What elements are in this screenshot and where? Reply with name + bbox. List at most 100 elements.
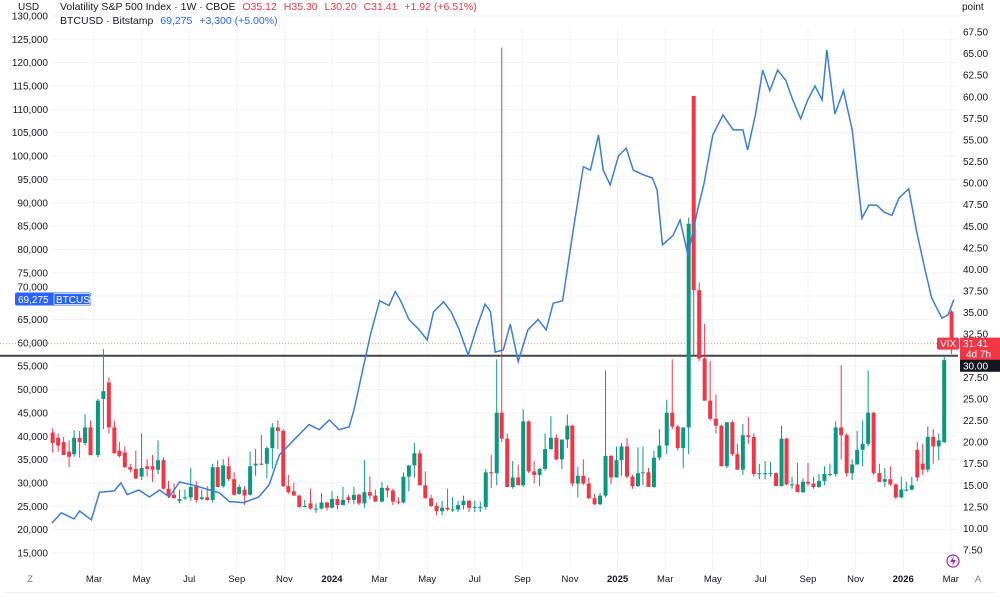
vix-candle: [112, 420, 117, 454]
candle-body: [264, 448, 269, 464]
vix-candle: [335, 495, 340, 510]
candle-body: [128, 467, 133, 470]
right-axis-unit: point: [962, 2, 984, 13]
vix-candle: [302, 499, 307, 508]
candle-body: [139, 467, 144, 477]
lightning-button[interactable]: [946, 554, 960, 568]
candle-body: [740, 435, 745, 470]
candle-body: [215, 467, 220, 487]
left-axis-tick: 90,000: [17, 198, 48, 209]
vix-candle: [603, 370, 608, 498]
candle-body: [314, 508, 319, 510]
vix-candle: [139, 433, 144, 481]
x-axis-tick: Mar: [657, 574, 673, 585]
candle-body: [362, 492, 367, 504]
candle-body: [275, 427, 280, 431]
vix-candle: [839, 365, 844, 460]
candle-body: [915, 449, 920, 478]
vix-candle: [554, 434, 559, 461]
right-axis-tick: 55.00: [963, 135, 988, 146]
candle-body: [526, 421, 531, 472]
candle-body: [242, 489, 247, 496]
vix-candle: [784, 437, 789, 486]
candle-body: [949, 311, 954, 344]
x-axis-tick: May: [418, 574, 436, 585]
left-axis-tick: 35,000: [17, 455, 48, 466]
candle-body: [586, 483, 591, 499]
candle-body: [877, 473, 882, 482]
candle-body: [510, 477, 515, 487]
candle-body: [161, 460, 166, 489]
vix-candle: [779, 425, 784, 487]
candle-body: [133, 468, 138, 479]
vix-candle: [56, 433, 61, 452]
vix-candle: [757, 463, 762, 480]
candle-body: [882, 479, 887, 482]
candle-body: [172, 494, 177, 499]
vix-tag-label: VIX: [940, 339, 956, 350]
vix-candle: [161, 457, 166, 490]
candle-body: [925, 436, 930, 470]
x-axis-tick: Mar: [371, 574, 387, 585]
left-axis-tick: 20,000: [17, 525, 48, 536]
vix-candle: [592, 493, 597, 506]
vix-candle: [308, 488, 313, 510]
vix-candle: [324, 501, 329, 511]
candle-body: [713, 418, 718, 426]
left-axis-tick: 45,000: [17, 408, 48, 419]
candle-body: [664, 412, 669, 446]
right-axis-tick: 12.50: [963, 502, 988, 513]
vix-candle: [651, 450, 656, 488]
vix-candle: [270, 423, 275, 469]
candle-body: [499, 412, 504, 439]
auto-scale-button[interactable]: A: [975, 574, 982, 585]
vix-candle: [286, 474, 291, 494]
vix-candle: [521, 409, 526, 487]
candle-body: [850, 464, 855, 474]
candle-body: [302, 505, 307, 507]
right-axis-tick: 57.50: [963, 114, 988, 125]
candle-body: [635, 473, 640, 487]
candle-body: [888, 479, 893, 485]
candle-body: [412, 453, 417, 466]
vix-candle: [128, 463, 133, 473]
vix-candle: [822, 466, 827, 486]
vix-candle: [920, 443, 925, 475]
candle-body: [839, 427, 844, 436]
vix-candle: [145, 459, 150, 477]
left-axis-tick: 30,000: [17, 478, 48, 489]
vix-candle: [640, 446, 645, 486]
vix-candle: [548, 416, 553, 450]
vix-candle: [614, 446, 619, 478]
candle-body: [811, 483, 816, 487]
candle-body: [763, 473, 768, 475]
vix-candle: [768, 461, 773, 477]
left-axis-tick: 85,000: [17, 222, 48, 233]
candle-body: [790, 484, 795, 486]
vix-candle: [942, 355, 947, 443]
vix-candle: [390, 488, 395, 506]
vix-candle: [675, 424, 680, 451]
candle-body: [112, 427, 117, 454]
candle-body: [936, 440, 941, 447]
candle-body: [401, 476, 406, 503]
candle-body: [646, 472, 651, 487]
candle-body: [319, 502, 324, 509]
vix-candle: [763, 461, 768, 480]
vix-candle: [61, 436, 66, 456]
x-axis-tick: Mar: [86, 574, 102, 585]
right-axis-tick: 27.50: [963, 373, 988, 384]
vix-candle: [586, 477, 591, 500]
vix-candle: [423, 471, 428, 499]
vix-candle: [461, 495, 466, 510]
candle-body: [440, 507, 445, 512]
candle-body: [505, 438, 510, 487]
vix-change: +1.92 (+6.51%): [404, 1, 477, 13]
vix-candle: [806, 462, 810, 487]
vix-high: H35.30: [283, 1, 318, 13]
candle-body: [581, 475, 586, 484]
x-axis-tick: 2024: [321, 574, 343, 585]
zoom-reset-button[interactable]: Z: [27, 574, 33, 585]
vix-candle: [899, 476, 904, 499]
